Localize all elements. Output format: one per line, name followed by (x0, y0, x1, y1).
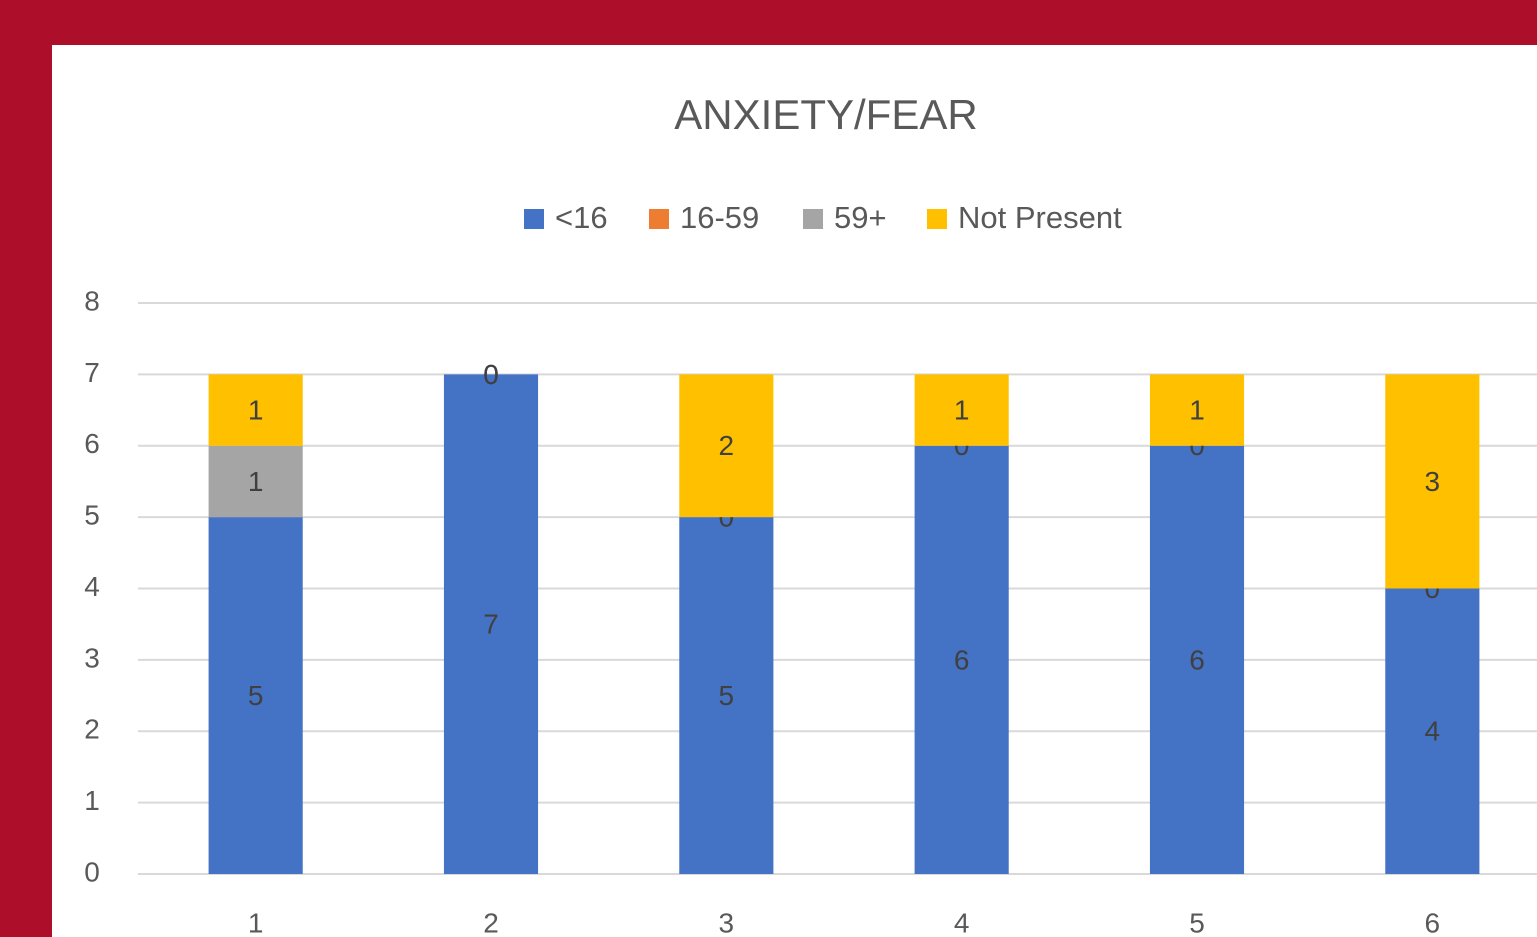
x-tick-label: 4 (954, 907, 970, 937)
data-label: 1 (954, 394, 970, 425)
data-label: 3 (1425, 466, 1441, 497)
bar-segment (1385, 588, 1480, 874)
data-label: 7 (483, 609, 499, 640)
x-tick-label: 6 (1425, 907, 1441, 937)
data-label: 2 (719, 430, 735, 461)
y-tick-label: 4 (84, 571, 100, 602)
data-label: 1 (1189, 394, 1205, 425)
legend-label: 59+ (834, 200, 887, 235)
legend-label: 16-59 (680, 200, 759, 235)
y-tick-label: 8 (84, 285, 100, 316)
data-label: 4 (1425, 716, 1441, 747)
data-label: 1 (248, 394, 264, 425)
bar-segment (679, 374, 774, 518)
bar-segment (208, 374, 303, 446)
x-tick-label: 5 (1189, 907, 1205, 937)
bar-segment (1149, 374, 1245, 446)
x-tick-label: 1 (248, 907, 264, 937)
legend-swatch (927, 209, 947, 229)
data-label: 6 (1189, 644, 1205, 675)
data-label: 6 (954, 644, 970, 675)
data-label: 0 (483, 359, 499, 390)
y-tick-label: 2 (84, 714, 100, 745)
bar-segment (208, 517, 303, 874)
bar-segment (679, 517, 774, 874)
chart-title: ANXIETY/FEAR (674, 91, 977, 138)
y-tick-label: 5 (84, 500, 100, 531)
x-tick-label: 3 (719, 907, 735, 937)
legend-swatch (524, 209, 544, 229)
bar-segment (443, 374, 539, 874)
legend-label: Not Present (958, 200, 1122, 235)
bar-segment (914, 374, 1009, 446)
y-tick-label: 3 (84, 642, 100, 673)
legend-swatch (803, 209, 823, 229)
legend-swatch (649, 209, 669, 229)
y-tick-label: 6 (84, 428, 100, 459)
data-label: 5 (248, 680, 264, 711)
bar-segment (1385, 374, 1480, 589)
bar-segment (914, 445, 1009, 874)
bar-segment (1149, 445, 1245, 874)
y-tick-label: 0 (84, 856, 100, 887)
y-tick-label: 7 (84, 357, 100, 388)
x-tick-label: 2 (483, 907, 499, 937)
legend-label: <16 (555, 200, 608, 235)
data-label: 1 (248, 466, 264, 497)
y-tick-label: 1 (84, 785, 100, 816)
data-label: 5 (719, 680, 735, 711)
bar-segment (208, 445, 303, 518)
data-label: 0 (483, 359, 499, 390)
